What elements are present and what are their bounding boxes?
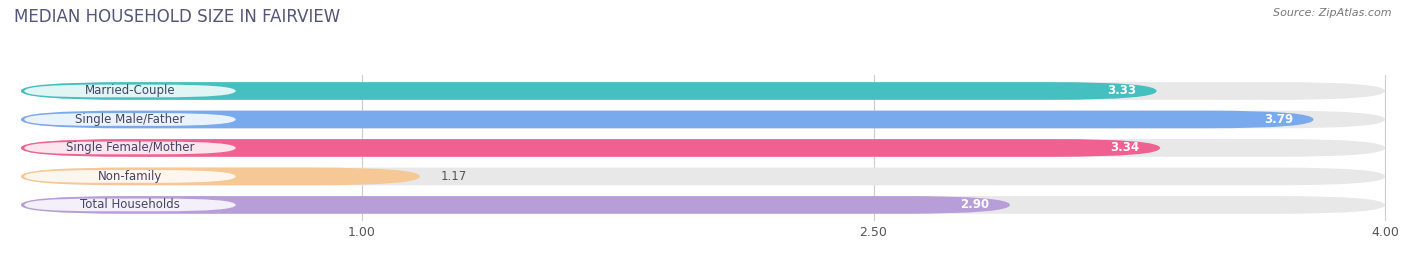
FancyBboxPatch shape xyxy=(21,82,1385,100)
FancyBboxPatch shape xyxy=(21,168,1385,185)
FancyBboxPatch shape xyxy=(21,111,1385,128)
Text: Total Households: Total Households xyxy=(80,199,180,211)
FancyBboxPatch shape xyxy=(24,199,236,211)
FancyBboxPatch shape xyxy=(21,139,1385,157)
FancyBboxPatch shape xyxy=(21,196,1010,214)
FancyBboxPatch shape xyxy=(21,196,1385,214)
Text: 2.90: 2.90 xyxy=(960,199,990,211)
FancyBboxPatch shape xyxy=(24,85,236,97)
Text: Single Male/Father: Single Male/Father xyxy=(76,113,184,126)
FancyBboxPatch shape xyxy=(21,111,1313,128)
FancyBboxPatch shape xyxy=(21,82,1157,100)
FancyBboxPatch shape xyxy=(21,168,420,185)
Text: MEDIAN HOUSEHOLD SIZE IN FAIRVIEW: MEDIAN HOUSEHOLD SIZE IN FAIRVIEW xyxy=(14,8,340,26)
Text: Non-family: Non-family xyxy=(98,170,162,183)
Text: Married-Couple: Married-Couple xyxy=(84,84,176,97)
FancyBboxPatch shape xyxy=(24,141,236,154)
Text: 3.33: 3.33 xyxy=(1107,84,1136,97)
FancyBboxPatch shape xyxy=(24,113,236,126)
FancyBboxPatch shape xyxy=(24,170,236,183)
Text: 1.17: 1.17 xyxy=(440,170,467,183)
Text: 3.34: 3.34 xyxy=(1111,141,1139,154)
Text: Single Female/Mother: Single Female/Mother xyxy=(66,141,194,154)
FancyBboxPatch shape xyxy=(21,139,1160,157)
Text: Source: ZipAtlas.com: Source: ZipAtlas.com xyxy=(1274,8,1392,18)
Text: 3.79: 3.79 xyxy=(1264,113,1294,126)
